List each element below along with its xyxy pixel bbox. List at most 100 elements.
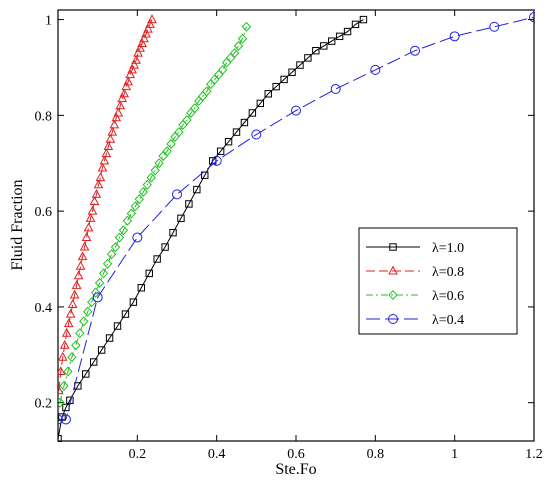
data-point [95,172,106,182]
data-point [256,99,265,108]
legend: λ=1.0 λ=0.8 λ=0.6 λ=0.4 [358,227,518,335]
data-point [224,137,233,146]
legend-entry: λ=1.0 [366,241,464,256]
data-point [240,118,249,127]
data-point [58,434,62,442]
data-point [241,21,252,32]
data-point [330,84,341,95]
data-point [75,328,85,339]
data-point [110,242,121,253]
data-point [127,64,138,74]
data-point [71,280,82,289]
data-point [131,54,141,64]
data-point [190,103,200,114]
series-3 [58,12,535,425]
data-point [193,185,201,194]
data-point [106,249,117,260]
data-point [233,40,244,51]
data-point [129,59,140,69]
data-point [67,352,77,363]
y-tick-label: 0.8 [35,109,53,124]
x-tick-label: 0.2 [129,447,147,462]
data-point [137,284,146,292]
data-point [91,287,101,298]
data-point [139,33,149,43]
data-point [105,133,116,143]
legend-label: λ=1.0 [432,241,464,256]
data-point [114,232,125,243]
data-point [145,19,155,28]
data-point [133,47,143,57]
data-point [123,76,134,86]
data-point [134,194,144,205]
legend-marker [388,314,398,324]
data-point [172,189,182,200]
data-point [264,90,272,98]
data-point [58,366,66,376]
series-layer [58,12,535,442]
data-point [101,148,112,158]
data-point [63,366,73,377]
data-point [122,215,133,226]
data-point [77,251,88,261]
data-point [166,139,176,150]
data-point [410,45,420,56]
data-point [99,155,110,165]
x-tick-label: 1.2 [525,447,543,462]
plot-frame [57,9,535,442]
data-point [107,126,118,136]
data-point [161,243,169,251]
data-point [177,214,185,223]
y-tick-label: 0.4 [35,301,53,316]
data-point [320,42,328,50]
legend-marker [388,289,398,301]
data-point [129,298,138,306]
data-point [304,54,312,62]
data-point [335,32,344,41]
x-tick-label: 0.6 [287,447,305,462]
legend-label: λ=0.6 [432,289,464,304]
series-0 [58,15,368,442]
data-point [217,64,228,75]
data-point [97,162,108,172]
data-point [185,200,193,208]
legend-box [358,227,518,335]
data-point [137,38,147,48]
data-point [216,147,225,155]
data-point [98,268,109,279]
series-line [58,19,153,391]
series-line [59,26,247,403]
data-point [121,81,132,91]
series-line [58,19,364,439]
data-point [291,105,301,116]
legend-label: λ=0.4 [432,313,464,328]
data-point [237,33,248,44]
data-point [85,212,96,222]
data-point [154,158,164,169]
data-point [135,42,145,52]
data-point [206,79,216,90]
data-point [182,115,192,126]
data-point [63,318,74,328]
legend-marker [388,265,398,275]
data-point [343,27,352,36]
data-point [94,277,105,289]
data-point [93,179,104,189]
data-point [82,370,90,378]
data-point [174,127,184,138]
x-tick-label: 0.4 [208,447,226,462]
data-point [111,112,122,122]
series-line [58,16,535,420]
data-point [97,346,106,354]
data-point [90,358,98,366]
data-point [232,128,241,136]
data-point [153,255,161,263]
y-tick-label: 1 [45,14,52,29]
data-point [529,12,535,23]
data-point [87,205,98,215]
legend-label: λ=0.8 [432,265,464,280]
data-point [118,225,129,236]
data-point [169,228,177,237]
data-point [288,68,296,76]
